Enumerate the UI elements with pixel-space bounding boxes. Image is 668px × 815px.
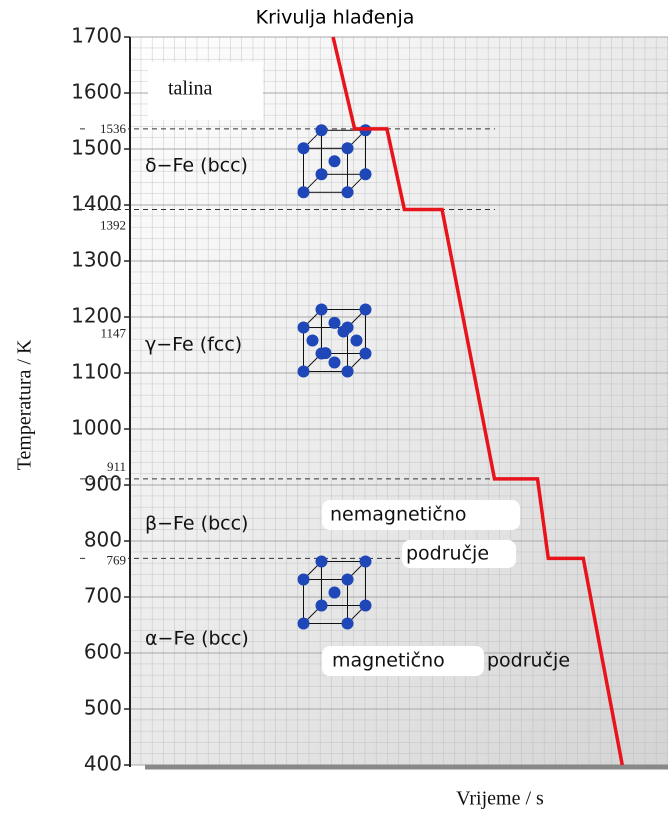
atom (341, 186, 354, 199)
atom (350, 334, 363, 347)
reference-label: 1392 (100, 217, 126, 232)
y-tick-label: 800 (84, 528, 122, 552)
crystal-edge (303, 579, 348, 624)
atom (297, 142, 310, 155)
annotation: područje (487, 650, 570, 672)
label-bg (86, 553, 128, 569)
y-tick-label: 1500 (71, 136, 122, 160)
atom (315, 124, 328, 137)
crystal-edge (321, 561, 366, 606)
y-tick-label: 1700 (71, 24, 122, 48)
atom (297, 365, 310, 378)
atom (297, 186, 310, 199)
atom (328, 155, 341, 168)
reference-label: 1147 (100, 326, 126, 341)
x-axis-label: Vrijeme / s (456, 788, 544, 810)
y-tick-label: 600 (84, 640, 122, 664)
y-tick-label: 1200 (71, 304, 122, 328)
note-bg (402, 540, 516, 568)
atom (328, 316, 341, 329)
reference-label: 911 (107, 459, 126, 474)
y-tick-label: 1600 (71, 80, 122, 104)
reference-label: 1536 (100, 121, 127, 136)
atom (359, 168, 372, 181)
label-bg (86, 121, 128, 137)
atom (306, 334, 319, 347)
note-bg (322, 646, 484, 676)
atom (341, 365, 354, 378)
atom (319, 347, 332, 360)
y-tick-label: 1400 (71, 192, 122, 216)
atom (315, 599, 328, 612)
y-tick-label: 500 (84, 696, 122, 720)
atom (328, 586, 341, 599)
atom (315, 303, 328, 316)
y-axis-label: Temperatura / K (14, 339, 36, 470)
note-bg (322, 500, 520, 530)
y-tick-label: 400 (84, 752, 122, 776)
atom (341, 617, 354, 630)
crystal-edge (303, 327, 348, 372)
atom (359, 599, 372, 612)
annotation: područje (406, 543, 489, 565)
phase-label: α−Fe (bcc) (145, 628, 249, 650)
atom (315, 168, 328, 181)
atom (328, 356, 341, 369)
crystal-edge (303, 147, 348, 193)
atom (341, 573, 354, 586)
atom (359, 555, 372, 568)
y-tick-label: 1000 (71, 416, 122, 440)
chart-title: Krivulja hlađenja (256, 7, 415, 29)
atom (359, 303, 372, 316)
annotation: nemagnetično (330, 504, 467, 526)
crystal-edge (321, 309, 366, 354)
y-tick-label: 1300 (71, 248, 122, 272)
crystal-icon (297, 555, 372, 630)
phase-label: β−Fe (bcc) (145, 513, 248, 535)
atom (341, 142, 354, 155)
atom (297, 321, 310, 334)
atom (359, 347, 372, 360)
label-bg (86, 459, 128, 475)
phase-label: δ−Fe (bcc) (145, 154, 248, 176)
label-bg (86, 218, 128, 234)
atom (297, 573, 310, 586)
annotation: talina (168, 78, 213, 100)
y-tick-label: 700 (84, 584, 122, 608)
minor-grid (130, 37, 668, 765)
atom (315, 555, 328, 568)
y-tick-label: 900 (84, 472, 122, 496)
crystal-edge (321, 129, 366, 175)
crystal-icon (297, 303, 372, 378)
phase-label: γ−Fe (fcc) (145, 334, 242, 356)
reference-label: 769 (107, 552, 127, 567)
annotation: magnetično (332, 650, 445, 672)
label-bg (86, 326, 128, 342)
y-tick-label: 1100 (71, 360, 122, 384)
cooling-curve (331, 36, 624, 766)
atom (297, 617, 310, 630)
atom (337, 325, 350, 338)
note-bg (148, 62, 263, 120)
